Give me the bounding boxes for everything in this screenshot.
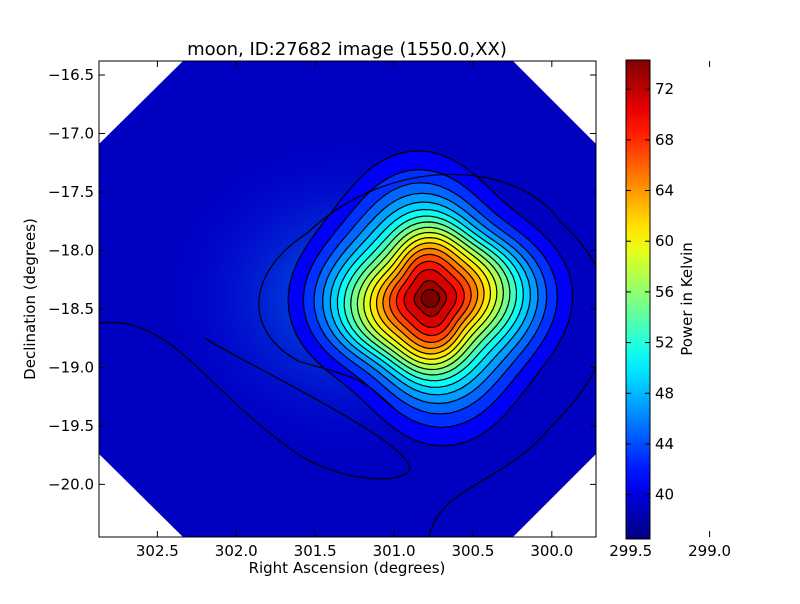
colorbar-tick-label: 56 (655, 283, 674, 301)
beam-circle (662, 60, 757, 155)
x-tick-label: 299.5 (609, 542, 652, 560)
contour-line (336, 208, 524, 388)
y-tick-label: −18.5 (48, 300, 94, 318)
mask-corner-bottom-right (513, 454, 596, 537)
x-axis-label: Right Ascension (degrees) (249, 559, 446, 577)
mask-corner-top-right (513, 61, 596, 144)
mask-corner-bottom-left (99, 454, 183, 537)
contour-layer (99, 150, 596, 537)
contour-line (369, 236, 492, 360)
x-axis: 302.5 302.0 301.5 301.0 300.5 300.0 299.5 299.0 (136, 61, 731, 560)
x-tick-label: 299.0 (688, 542, 731, 560)
mask-corner-top-left (99, 61, 183, 144)
x-tick-label: 300.0 (530, 542, 573, 560)
contour-line (413, 279, 448, 317)
contour-line (356, 226, 505, 371)
y-tick-label: −18.0 (48, 241, 94, 259)
contour-line (395, 260, 465, 337)
contour-line-outer (258, 173, 596, 537)
colorbar-axis: 40 44 48 52 56 60 64 68 72 (626, 80, 674, 504)
colorbar-tick-label: 48 (655, 384, 674, 402)
y-tick-label: −16.5 (48, 66, 94, 84)
colorbar-label: Power in Kelvin (678, 242, 696, 356)
contour-line (350, 221, 511, 376)
colorbar-tick-label: 52 (655, 334, 674, 352)
x-tick-label: 301.5 (294, 542, 337, 560)
x-tick-label: 302.0 (215, 542, 258, 560)
plot-frame (98, 60, 597, 538)
y-tick-label: −17.5 (48, 183, 94, 201)
y-axis-label: Declination (degrees) (21, 218, 39, 380)
chart-title: moon, ID:27682 image (1550.0,XX) (187, 39, 507, 60)
contour-line (313, 182, 548, 415)
peak-core (420, 288, 440, 309)
colorbar-tick-label: 44 (655, 435, 674, 453)
contour-line (329, 201, 531, 396)
colorbar (625, 59, 651, 540)
y-tick-label: −20.0 (48, 475, 94, 493)
x-tick-label: 300.5 (451, 542, 494, 560)
y-tick-label: −19.5 (48, 417, 94, 435)
y-axis: −16.5 −17.0 −17.5 −18.0 −18.5 −19.0 −19.5 −20.0 (48, 66, 596, 493)
y-tick-label: −19.0 (48, 358, 94, 376)
colorbar-tick-label: 64 (655, 182, 674, 200)
plot-area (99, 60, 757, 537)
contour-line (375, 242, 485, 355)
colorbar-tick-label: 40 (655, 486, 674, 504)
colorbar-tick-label: 68 (655, 131, 674, 149)
colorbar-tick-label: 72 (655, 80, 674, 98)
contour-line (403, 268, 458, 329)
contour-line (287, 150, 574, 447)
x-tick-label: 301.0 (373, 542, 416, 560)
x-tick-label: 302.5 (136, 542, 179, 560)
contour-line-lobe (99, 321, 411, 480)
contour-line (322, 192, 539, 405)
contour-line (388, 253, 472, 344)
colorbar-tick-label: 60 (655, 232, 674, 250)
contour-line (382, 247, 479, 350)
contour-line (302, 168, 558, 428)
contour-line (343, 215, 518, 382)
contour-line (363, 231, 498, 366)
y-tick-label: −17.0 (48, 125, 94, 143)
